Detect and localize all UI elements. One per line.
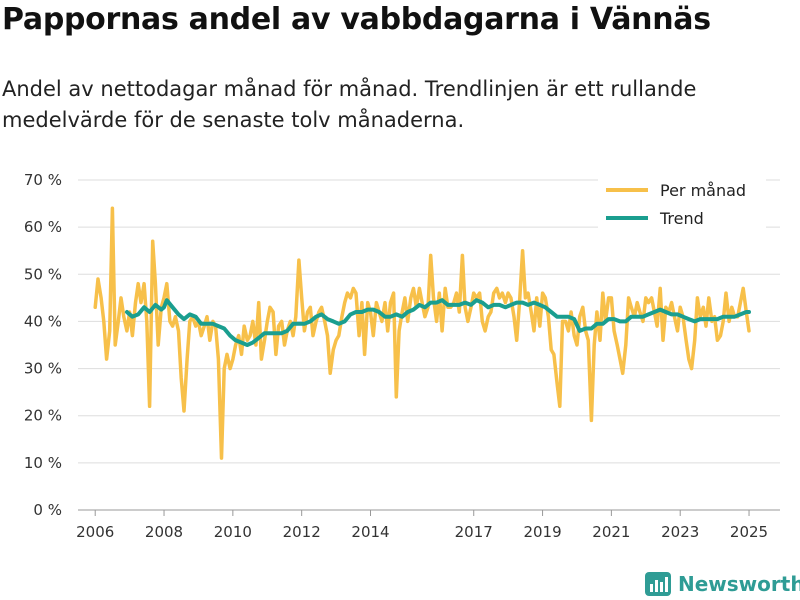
chart-title: Pappornas andel av vabbdagarna i Vännäs bbox=[2, 2, 711, 37]
y-tick-label: 60 % bbox=[24, 218, 62, 236]
y-tick-label: 0 % bbox=[33, 501, 62, 519]
legend-label-per-manad: Per månad bbox=[660, 181, 746, 200]
x-tick-label: 2006 bbox=[76, 523, 114, 541]
x-tick-label: 2019 bbox=[523, 523, 561, 541]
x-tick-label: 2025 bbox=[730, 523, 768, 541]
line-chart: 0 % 10 % 20 % 30 % 40 % 50 % 60 % 70 % 2006 2008 2… bbox=[24, 171, 780, 541]
x-tick-label: 2010 bbox=[214, 523, 252, 541]
x-tick-label: 2014 bbox=[351, 523, 389, 541]
y-tick-label: 20 % bbox=[24, 407, 62, 425]
newsworthy-logo-icon bbox=[645, 572, 671, 596]
y-tick-label: 50 % bbox=[24, 265, 62, 283]
y-tick-label: 70 % bbox=[24, 171, 62, 189]
x-tick-label: 2012 bbox=[283, 523, 321, 541]
legend: Per månad Trend bbox=[598, 178, 766, 246]
x-tick-label: 2008 bbox=[145, 523, 183, 541]
brand-name: Newsworthy bbox=[678, 572, 800, 596]
x-tick-label: 2023 bbox=[661, 523, 699, 541]
brand-logo: Newsworthy bbox=[644, 568, 800, 600]
series-layer bbox=[93, 206, 751, 460]
series-line-per-manad bbox=[93, 206, 751, 460]
y-tick-label: 40 % bbox=[24, 312, 62, 330]
x-tick-label: 2017 bbox=[455, 523, 493, 541]
y-tick-label: 30 % bbox=[24, 360, 62, 378]
y-tick-label: 10 % bbox=[24, 454, 62, 472]
x-tick-label: 2021 bbox=[592, 523, 630, 541]
series-line-trend bbox=[124, 298, 751, 347]
legend-label-trend: Trend bbox=[659, 209, 704, 228]
chart-subtitle: Andel av nettodagar månad för månad. Tre… bbox=[2, 77, 697, 132]
